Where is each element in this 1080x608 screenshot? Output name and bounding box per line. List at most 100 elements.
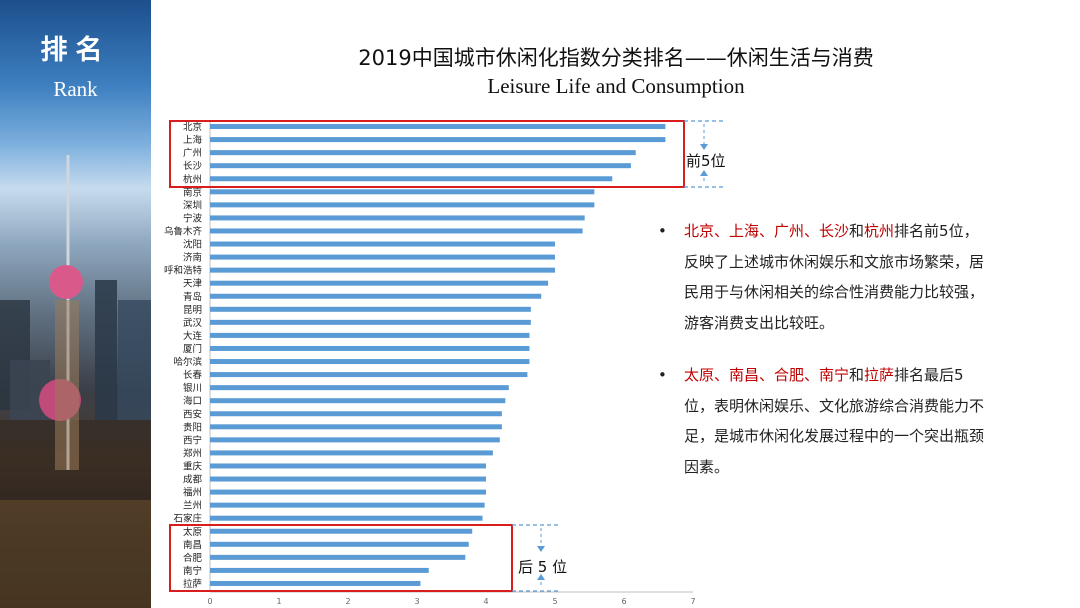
bottom5-arrowhead-icon xyxy=(537,546,545,552)
top5-highlight-box xyxy=(169,120,685,188)
category-label: 广州 xyxy=(183,147,202,159)
page-subtitle: Leisure Life and Consumption xyxy=(487,74,745,98)
x-tick-label: 4 xyxy=(483,597,488,606)
category-label: 重庆 xyxy=(183,460,203,472)
bar xyxy=(210,580,421,586)
bar xyxy=(210,567,429,573)
bar xyxy=(210,319,531,325)
bar xyxy=(210,254,555,260)
bar xyxy=(210,189,595,195)
category-label: 乌鲁木齐 xyxy=(164,225,203,237)
bar xyxy=(210,202,595,208)
bullet-icon: • xyxy=(658,222,667,240)
note-text: 太原、南昌、合肥、南宁和拉萨排名最后5位，表明休闲娱乐、文化旅游综合消费能力不足… xyxy=(684,360,988,482)
chart-x-ticks: 0 1 2 3 4 5 6 7 xyxy=(207,597,695,606)
category-label: 天津 xyxy=(183,279,203,290)
highlighted-cities: 北京、上海、广州、长沙 xyxy=(684,222,850,240)
x-tick-label: 7 xyxy=(690,597,695,606)
bar xyxy=(210,332,530,338)
category-label: 合肥 xyxy=(183,552,203,564)
category-label: 济南 xyxy=(183,252,202,264)
top5-label: 前5位 xyxy=(686,152,726,170)
x-tick-label: 6 xyxy=(621,597,626,606)
bar xyxy=(210,411,502,417)
note-text-segment: 排名最后5位，表明休闲娱乐、文化旅游综合消费能力不足，是城市休闲化发展过程中的一… xyxy=(684,366,985,476)
sidebar-title: 排名 xyxy=(40,35,111,66)
category-label: 成都 xyxy=(183,474,203,486)
category-label: 宁波 xyxy=(183,212,203,224)
bar xyxy=(210,267,555,273)
city-skyline-illustration xyxy=(0,155,151,608)
bar xyxy=(210,489,486,495)
bottom5-label: 后 5 位 xyxy=(518,558,567,576)
note-text-segment: 和 xyxy=(849,366,865,384)
category-label: 郑州 xyxy=(183,447,202,459)
category-label: 深圳 xyxy=(183,200,202,211)
x-tick-label: 0 xyxy=(207,597,212,606)
bar xyxy=(210,137,666,143)
category-label: 上海 xyxy=(183,134,203,146)
category-label: 南京 xyxy=(183,186,202,198)
bar xyxy=(210,241,555,247)
bar xyxy=(210,515,483,521)
category-label: 沈阳 xyxy=(183,239,202,251)
x-tick-label: 3 xyxy=(414,597,419,606)
category-label: 福州 xyxy=(183,487,202,499)
bar xyxy=(210,528,473,534)
category-label: 西安 xyxy=(183,408,202,420)
bar xyxy=(210,280,549,286)
category-label: 兰州 xyxy=(183,500,202,512)
bar xyxy=(210,554,466,560)
chart-category-labels: 北京上海广州长沙杭州南京深圳宁波乌鲁木齐沈阳济南呼和浩特天津青岛昆明武汉大连厦门… xyxy=(164,121,203,590)
chart-bars xyxy=(210,124,666,586)
sidebar-cityscape: 排名 Rank xyxy=(0,0,151,608)
highlighted-cities: 拉萨 xyxy=(864,366,895,384)
x-tick-label: 2 xyxy=(345,597,350,606)
bar xyxy=(210,502,485,508)
category-label: 南昌 xyxy=(183,539,202,551)
sidebar-subtitle: Rank xyxy=(53,77,98,101)
bar xyxy=(210,228,583,234)
category-label: 厦门 xyxy=(183,343,202,355)
bar xyxy=(210,463,486,469)
category-label: 大连 xyxy=(183,330,203,342)
category-label: 石家庄 xyxy=(173,513,202,525)
note-text: 北京、上海、广州、长沙和杭州排名前5位，反映了上述城市休闲娱乐和文旅市场繁荣，居… xyxy=(684,216,988,338)
x-tick-label: 1 xyxy=(276,597,281,606)
category-label: 南宁 xyxy=(183,565,202,577)
top5-arrowhead-icon xyxy=(700,144,708,150)
page-title: 2019中国城市休闲化指数分类排名——休闲生活与消费 xyxy=(358,46,874,70)
category-label: 呼和浩特 xyxy=(164,265,203,277)
bar xyxy=(210,398,506,404)
bar xyxy=(210,476,486,482)
category-label: 海口 xyxy=(183,395,202,407)
category-label: 北京 xyxy=(183,121,202,133)
bar xyxy=(210,345,530,351)
highlighted-cities: 太原、南昌、合肥、南宁 xyxy=(684,366,850,384)
bar xyxy=(210,215,585,221)
bar xyxy=(210,424,502,430)
bar xyxy=(210,150,636,156)
x-tick-label: 5 xyxy=(552,597,557,606)
category-label: 长沙 xyxy=(183,160,203,172)
bar xyxy=(210,359,530,365)
highlighted-cities: 杭州 xyxy=(864,222,895,240)
category-label: 昆明 xyxy=(183,305,202,316)
category-label: 银川 xyxy=(183,382,202,394)
bar xyxy=(210,385,509,391)
note-text-segment: 排名前5位，反映了上述城市休闲娱乐和文旅市场繁荣，居民用于与休闲相关的综合性消费… xyxy=(684,222,985,332)
note-paragraph: • 北京、上海、广州、长沙和杭州排名前5位，反映了上述城市休闲娱乐和文旅市场繁荣，… xyxy=(658,216,988,338)
note-paragraph: • 太原、南昌、合肥、南宁和拉萨排名最后5位，表明休闲娱乐、文化旅游综合消费能力不… xyxy=(658,360,988,482)
bar xyxy=(210,541,469,547)
bullet-icon: • xyxy=(658,366,667,384)
category-label: 杭州 xyxy=(183,173,202,185)
bar xyxy=(210,163,631,169)
bar xyxy=(210,437,500,443)
category-label: 青岛 xyxy=(183,291,202,303)
bottom5-highlight-box xyxy=(169,524,513,592)
category-label: 西宁 xyxy=(183,434,202,446)
category-label: 长春 xyxy=(183,369,203,381)
top5-arrowhead-icon xyxy=(700,170,708,176)
